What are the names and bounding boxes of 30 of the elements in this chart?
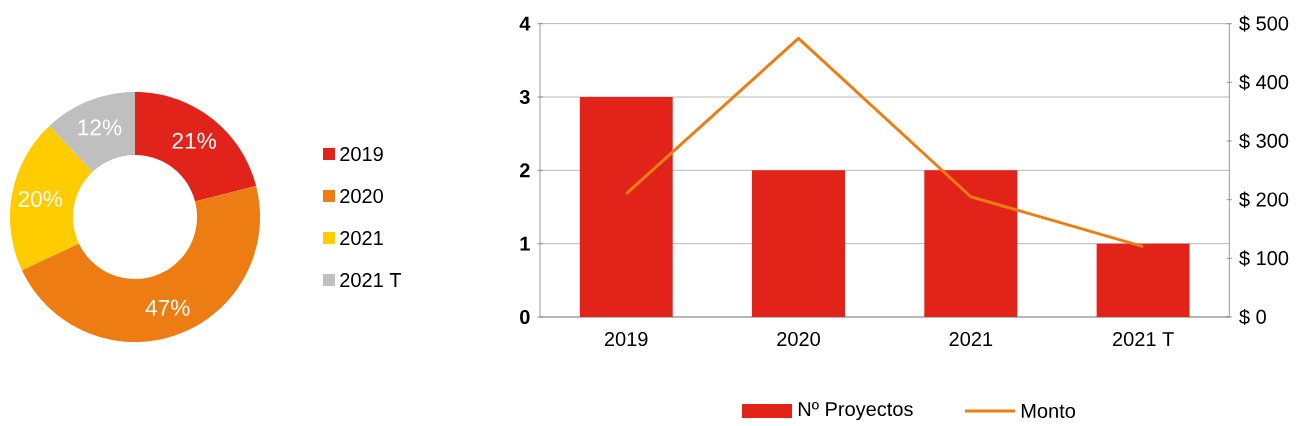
y2-tick-label: $ 200 bbox=[1239, 191, 1289, 208]
legend-label: Monto bbox=[1021, 404, 1076, 418]
data-label: 21% bbox=[172, 132, 217, 149]
data-label: 20% bbox=[18, 190, 63, 207]
y2-tick-label: $ 100 bbox=[1239, 250, 1289, 267]
line-series bbox=[624, 36, 1145, 249]
y-tick-label: 3 bbox=[519, 89, 530, 105]
legend-label: Nº Proyectos bbox=[798, 401, 913, 421]
y2-tick-label: $ 300 bbox=[1239, 132, 1289, 150]
y2-tick-label: $ 400 bbox=[1239, 74, 1289, 91]
bar bbox=[751, 170, 846, 317]
y-tick-label: 2 bbox=[519, 163, 530, 178]
bar bbox=[579, 97, 673, 317]
legend-label: 2020 bbox=[340, 188, 383, 204]
y-tick-label: 0 bbox=[520, 309, 530, 325]
legend-label: 2019 bbox=[340, 146, 383, 162]
legend-label: 2021 bbox=[340, 230, 383, 246]
data-label: 47% bbox=[145, 299, 190, 316]
bar bbox=[1096, 243, 1190, 317]
y2-tick-label: $ 0 bbox=[1239, 308, 1266, 326]
x-tick-label: 2020 bbox=[777, 331, 820, 347]
x-tick-label: 2021 T bbox=[1113, 331, 1174, 347]
bar bbox=[924, 170, 1018, 317]
x-tick-label: 2021 bbox=[949, 331, 993, 347]
x-tick-label: 2019 bbox=[604, 331, 648, 347]
y-tick-label: 4 bbox=[519, 16, 531, 31]
y-tick-label: 1 bbox=[520, 236, 530, 251]
y2-tick-label: $ 500 bbox=[1239, 15, 1289, 32]
data-label: 12% bbox=[78, 119, 122, 136]
legend-label: 2021 T bbox=[340, 272, 402, 288]
